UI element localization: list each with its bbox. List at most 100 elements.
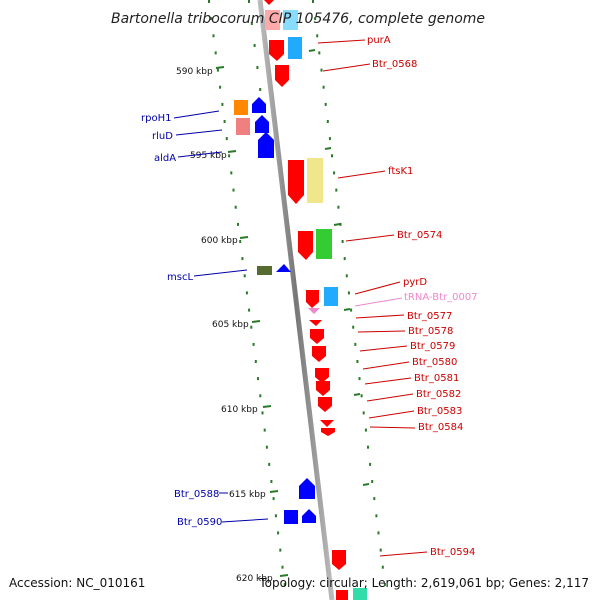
reverse-strand-genes — [234, 97, 316, 524]
track-dot — [367, 445, 369, 449]
ruler-dot — [248, 308, 251, 312]
ruler-label-610: 610 kbp — [221, 405, 258, 415]
ruler-dot — [263, 428, 266, 432]
label-aldA[interactable]: aldA — [154, 153, 176, 164]
ruler-label-615: 615 kbp — [229, 490, 266, 500]
cog-box-cyan-2 — [324, 287, 338, 306]
gene-mscL-arrow[interactable] — [276, 264, 291, 272]
track-dot — [312, 0, 314, 3]
gene-Btr_0574-arrow[interactable] — [298, 231, 313, 260]
label-Btr_0579[interactable]: Btr_0579 — [410, 341, 455, 352]
gene-Btr_0582-arrow[interactable] — [318, 397, 332, 412]
gene-rpoH1-arrow[interactable] — [252, 97, 266, 113]
gene-bottom-red — [336, 590, 348, 600]
ruler-dots-right — [312, 0, 386, 586]
gene-Btr_0588-arrow[interactable] — [299, 478, 315, 499]
track-dot — [320, 68, 323, 72]
gene-rluD-arrow[interactable] — [255, 115, 269, 133]
label-purA[interactable]: purA — [367, 35, 391, 46]
ruler-dot — [274, 514, 277, 518]
label-Btr_0582[interactable]: Btr_0582 — [416, 389, 461, 400]
label-Btr_0577[interactable]: Btr_0577 — [407, 311, 452, 322]
ruler-dot — [261, 411, 264, 415]
gene-top-cut — [264, 0, 274, 5]
gene-Btr_0594-arrow[interactable] — [332, 550, 346, 570]
track-dot — [345, 274, 348, 278]
label-Btr_0568[interactable]: Btr_0568 — [372, 59, 417, 70]
ruler-dot — [239, 240, 242, 243]
label-Btr_0594[interactable]: Btr_0594 — [430, 547, 475, 558]
gene-Btr_0581-arrow[interactable] — [316, 381, 330, 396]
track-dot — [328, 137, 331, 141]
gene-Btr_0590-box[interactable] — [284, 510, 298, 524]
forward-strand-genes — [264, 0, 367, 600]
ruler-dot — [268, 462, 271, 466]
track-dot — [337, 205, 340, 209]
track-dot — [362, 411, 365, 415]
track-dot — [350, 308, 353, 312]
gene-purA-arrow[interactable] — [269, 40, 284, 61]
ruler-label-620: 620 kbp — [236, 574, 273, 584]
ruler-dot — [283, 582, 286, 586]
track-dot — [381, 565, 384, 569]
gene-aldA-arrow[interactable] — [258, 132, 274, 158]
gene-Btr_0580-arrow[interactable] — [315, 368, 329, 383]
gene-tRNA-arrow[interactable] — [308, 308, 320, 314]
track-dot — [371, 480, 374, 483]
track-dot — [375, 514, 378, 518]
ruler-label-605: 605 kbp — [212, 320, 249, 330]
label-Btr_0588[interactable]: Btr_0588 — [174, 489, 219, 500]
gene-Btr_0568-arrow[interactable] — [275, 65, 289, 87]
track-dot — [331, 154, 333, 158]
label-Btr_0574[interactable]: Btr_0574 — [397, 230, 442, 241]
ruler-dot — [223, 120, 226, 123]
track-dot — [360, 394, 363, 398]
gene-Btr_0590b-arrow[interactable] — [302, 509, 316, 523]
label-mscL[interactable]: mscL — [167, 272, 193, 283]
forward-gene-labels: purA Btr_0568 ftsK1 Btr_0574 pyrD tRNA-B… — [317, 35, 478, 558]
label-rpoH1[interactable]: rpoH1 — [141, 113, 171, 124]
accession-text: Accession: NC_010161 — [9, 576, 145, 590]
label-ftsK1[interactable]: ftsK1 — [388, 166, 413, 177]
cog-box-orange — [234, 100, 248, 115]
cog-box-yellow — [307, 158, 323, 203]
label-Btr_0578[interactable]: Btr_0578 — [408, 326, 453, 337]
ruler-dot — [254, 360, 257, 363]
label-Btr_0581[interactable]: Btr_0581 — [414, 373, 459, 384]
ruler-dot — [230, 171, 233, 175]
gene-Btr_0579-arrow[interactable] — [312, 346, 326, 362]
label-Btr_0584[interactable]: Btr_0584 — [418, 422, 463, 433]
ruler-dot — [210, 17, 213, 21]
track-dot — [347, 291, 350, 295]
ruler-dot — [221, 102, 224, 106]
label-Btr_0590[interactable]: Btr_0590 — [177, 517, 222, 528]
cog-box-salmon — [236, 118, 250, 135]
gene-Btr_0578-arrow[interactable] — [310, 329, 324, 344]
gene-Btr_0584-arrow[interactable] — [321, 428, 335, 436]
ruler-dot — [234, 205, 237, 209]
track-dot — [364, 428, 367, 432]
label-tRNA-Btr_0007[interactable]: tRNA-Btr_0007 — [404, 292, 478, 303]
cog-dot — [250, 22, 253, 25]
cog-box-cyan-top — [283, 10, 298, 30]
label-rluD[interactable]: rluD — [152, 131, 173, 142]
track-dot — [379, 548, 382, 552]
label-pyrD[interactable]: pyrD — [403, 277, 427, 288]
ruler-dot — [257, 377, 259, 381]
right-track-ticks — [308, 49, 370, 486]
cog-box-mint-bottom — [353, 588, 367, 600]
reverse-gene-labels: rpoH1 rluD aldA mscL Btr_0588 Btr_0590 — [141, 110, 269, 528]
ruler-dot — [228, 154, 231, 158]
ruler-dot — [237, 222, 239, 226]
track-dot — [352, 325, 355, 329]
ruler-dot — [232, 188, 235, 192]
gene-pyrD-arrow[interactable] — [306, 290, 319, 308]
gene-Btr_0577-arrow[interactable] — [309, 320, 322, 326]
gene-Btr_0583-arrow[interactable] — [320, 420, 334, 427]
label-Btr_0583[interactable]: Btr_0583 — [417, 406, 462, 417]
gene-ftsK1-arrow[interactable] — [288, 160, 304, 204]
ruler-dot — [272, 497, 275, 501]
track-dot — [358, 377, 361, 381]
ruler-dots-left — [208, 0, 286, 586]
label-Btr_0580[interactable]: Btr_0580 — [412, 357, 457, 368]
